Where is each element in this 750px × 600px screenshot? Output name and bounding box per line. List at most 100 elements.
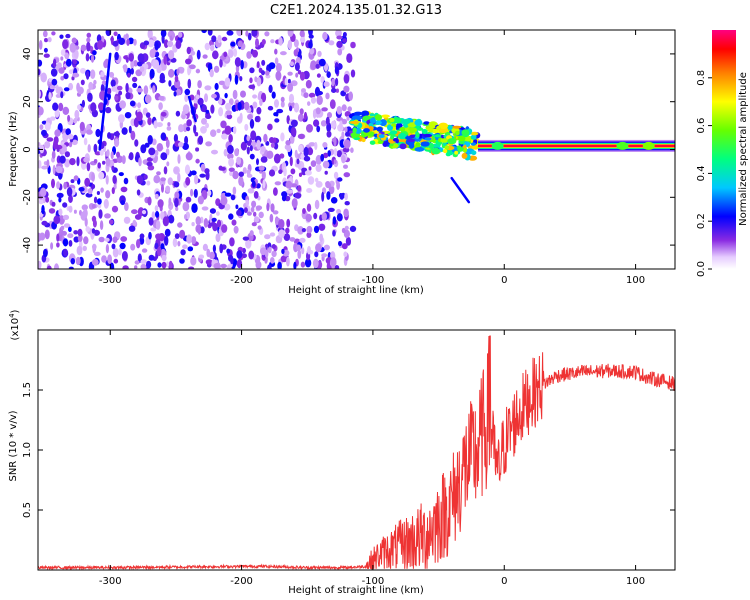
heatmap-cell [285,227,290,234]
heatmap-cell [71,139,78,146]
heatmap-cell [77,234,83,242]
heatmap-cell [156,122,163,128]
heatmap-cell [251,180,256,188]
heatmap-cell [256,76,262,87]
heatmap-cell [151,138,157,146]
heatmap-cell [190,170,197,176]
heatmap-cell [250,206,255,213]
heatmap-cell [361,137,366,143]
heatmap-cell [85,70,90,80]
heatmap-cell [105,244,109,254]
heatmap-cell [210,129,217,137]
heatmap-cell [230,257,234,265]
heatmap-cell [236,209,242,216]
heatmap-cell [60,76,65,81]
heatmap-cell [323,244,330,251]
heatmap-cell [369,113,375,117]
heatmap-cell [249,145,253,152]
heatmap-cell [235,204,239,210]
heatmap-cell [134,139,139,147]
heatmap-cell [103,198,109,209]
heatmap-cell [43,47,48,53]
heatmap-cell [307,176,315,185]
heatmap-cell [287,71,293,76]
heatmap-cell [278,229,285,238]
heatmap-cell [122,265,129,269]
heatmap-cell [331,78,335,87]
heatmap-cell [333,171,339,180]
heatmap-cell [299,237,306,243]
heatmap-cell [258,211,264,219]
heatmap-cell [306,232,312,238]
heatmap-cell [205,141,213,147]
heatmap-cell [251,200,257,208]
heatmap-cell [125,82,129,93]
heatmap-cell [148,147,156,156]
heatmap-cell [247,113,253,120]
heatmap-cell [271,91,276,99]
heatmap-cell [204,93,208,103]
heatmap-cell [323,152,329,159]
heatmap-cell [120,186,128,193]
heatmap-cell [84,217,88,227]
heatmap-cell [71,76,75,81]
heatmap-cell [212,50,219,60]
heatmap-cell [272,210,279,215]
heatmap-cell [111,187,115,195]
heatmap-cell [182,201,190,212]
heatmap-cell [153,120,158,129]
heatmap-cell [278,37,283,46]
heatmap-cell [260,156,268,163]
heatmap-cell [279,153,285,159]
heatmap-cell [157,199,164,208]
heatmap-cell [285,180,293,189]
heatmap-cell [228,213,234,220]
heatmap-cell [315,164,322,173]
heatmap-cell [215,233,221,243]
heatmap-cell [80,44,87,52]
heatmap-cell [351,115,362,121]
heatmap-cell [294,192,302,199]
heatmap-cell [149,48,156,58]
heatmap-cell [44,229,50,240]
heatmap-cell [308,166,312,171]
heatmap-cell [119,100,126,109]
heatmap-cell [297,249,302,259]
heatmap-cell [100,71,105,78]
heatmap-cell [93,159,98,164]
heatmap-cell [350,41,356,49]
heatmap-cell [128,125,132,134]
heatmap-cell [74,109,80,119]
heatmap-cell [253,216,260,223]
heatmap-cell [322,31,328,41]
heatmap-cell [116,151,120,158]
colorbar-tick-label: 0.0 [696,261,707,277]
colorbar: 0.0 0.2 0.4 0.6 0.8 Normalized spectral ampl… [696,30,749,277]
snr-y-multiplier: (x104) [8,309,21,340]
heatmap-cell [281,248,285,255]
heatmap-cell [44,141,51,149]
heatmap-cell [274,118,280,123]
heatmap-cell [147,117,152,126]
heatmap-cell [428,142,434,149]
heatmap-cell [193,124,197,134]
heatmap-cell [92,50,97,56]
heatmap-cell [128,152,134,161]
heatmap-cell [76,156,80,167]
heatmap-cell [201,104,207,113]
heatmap-cell [226,248,231,254]
heatmap-cell [350,69,356,78]
heatmap-cell [249,230,254,237]
heatmap-cell [67,233,74,239]
heatmap-cell [344,126,348,134]
heatmap-cell [65,128,71,136]
heatmap-cell [301,88,306,93]
heatmap-cell [210,44,215,52]
heatmap-cell [301,228,306,233]
heatmap-cell [285,140,291,146]
heatmap-cell [238,171,244,177]
heatmap-cell [186,119,192,127]
heatmap-cell [245,199,250,207]
heatmap-cell [245,238,252,249]
heatmap-cell [289,237,296,242]
